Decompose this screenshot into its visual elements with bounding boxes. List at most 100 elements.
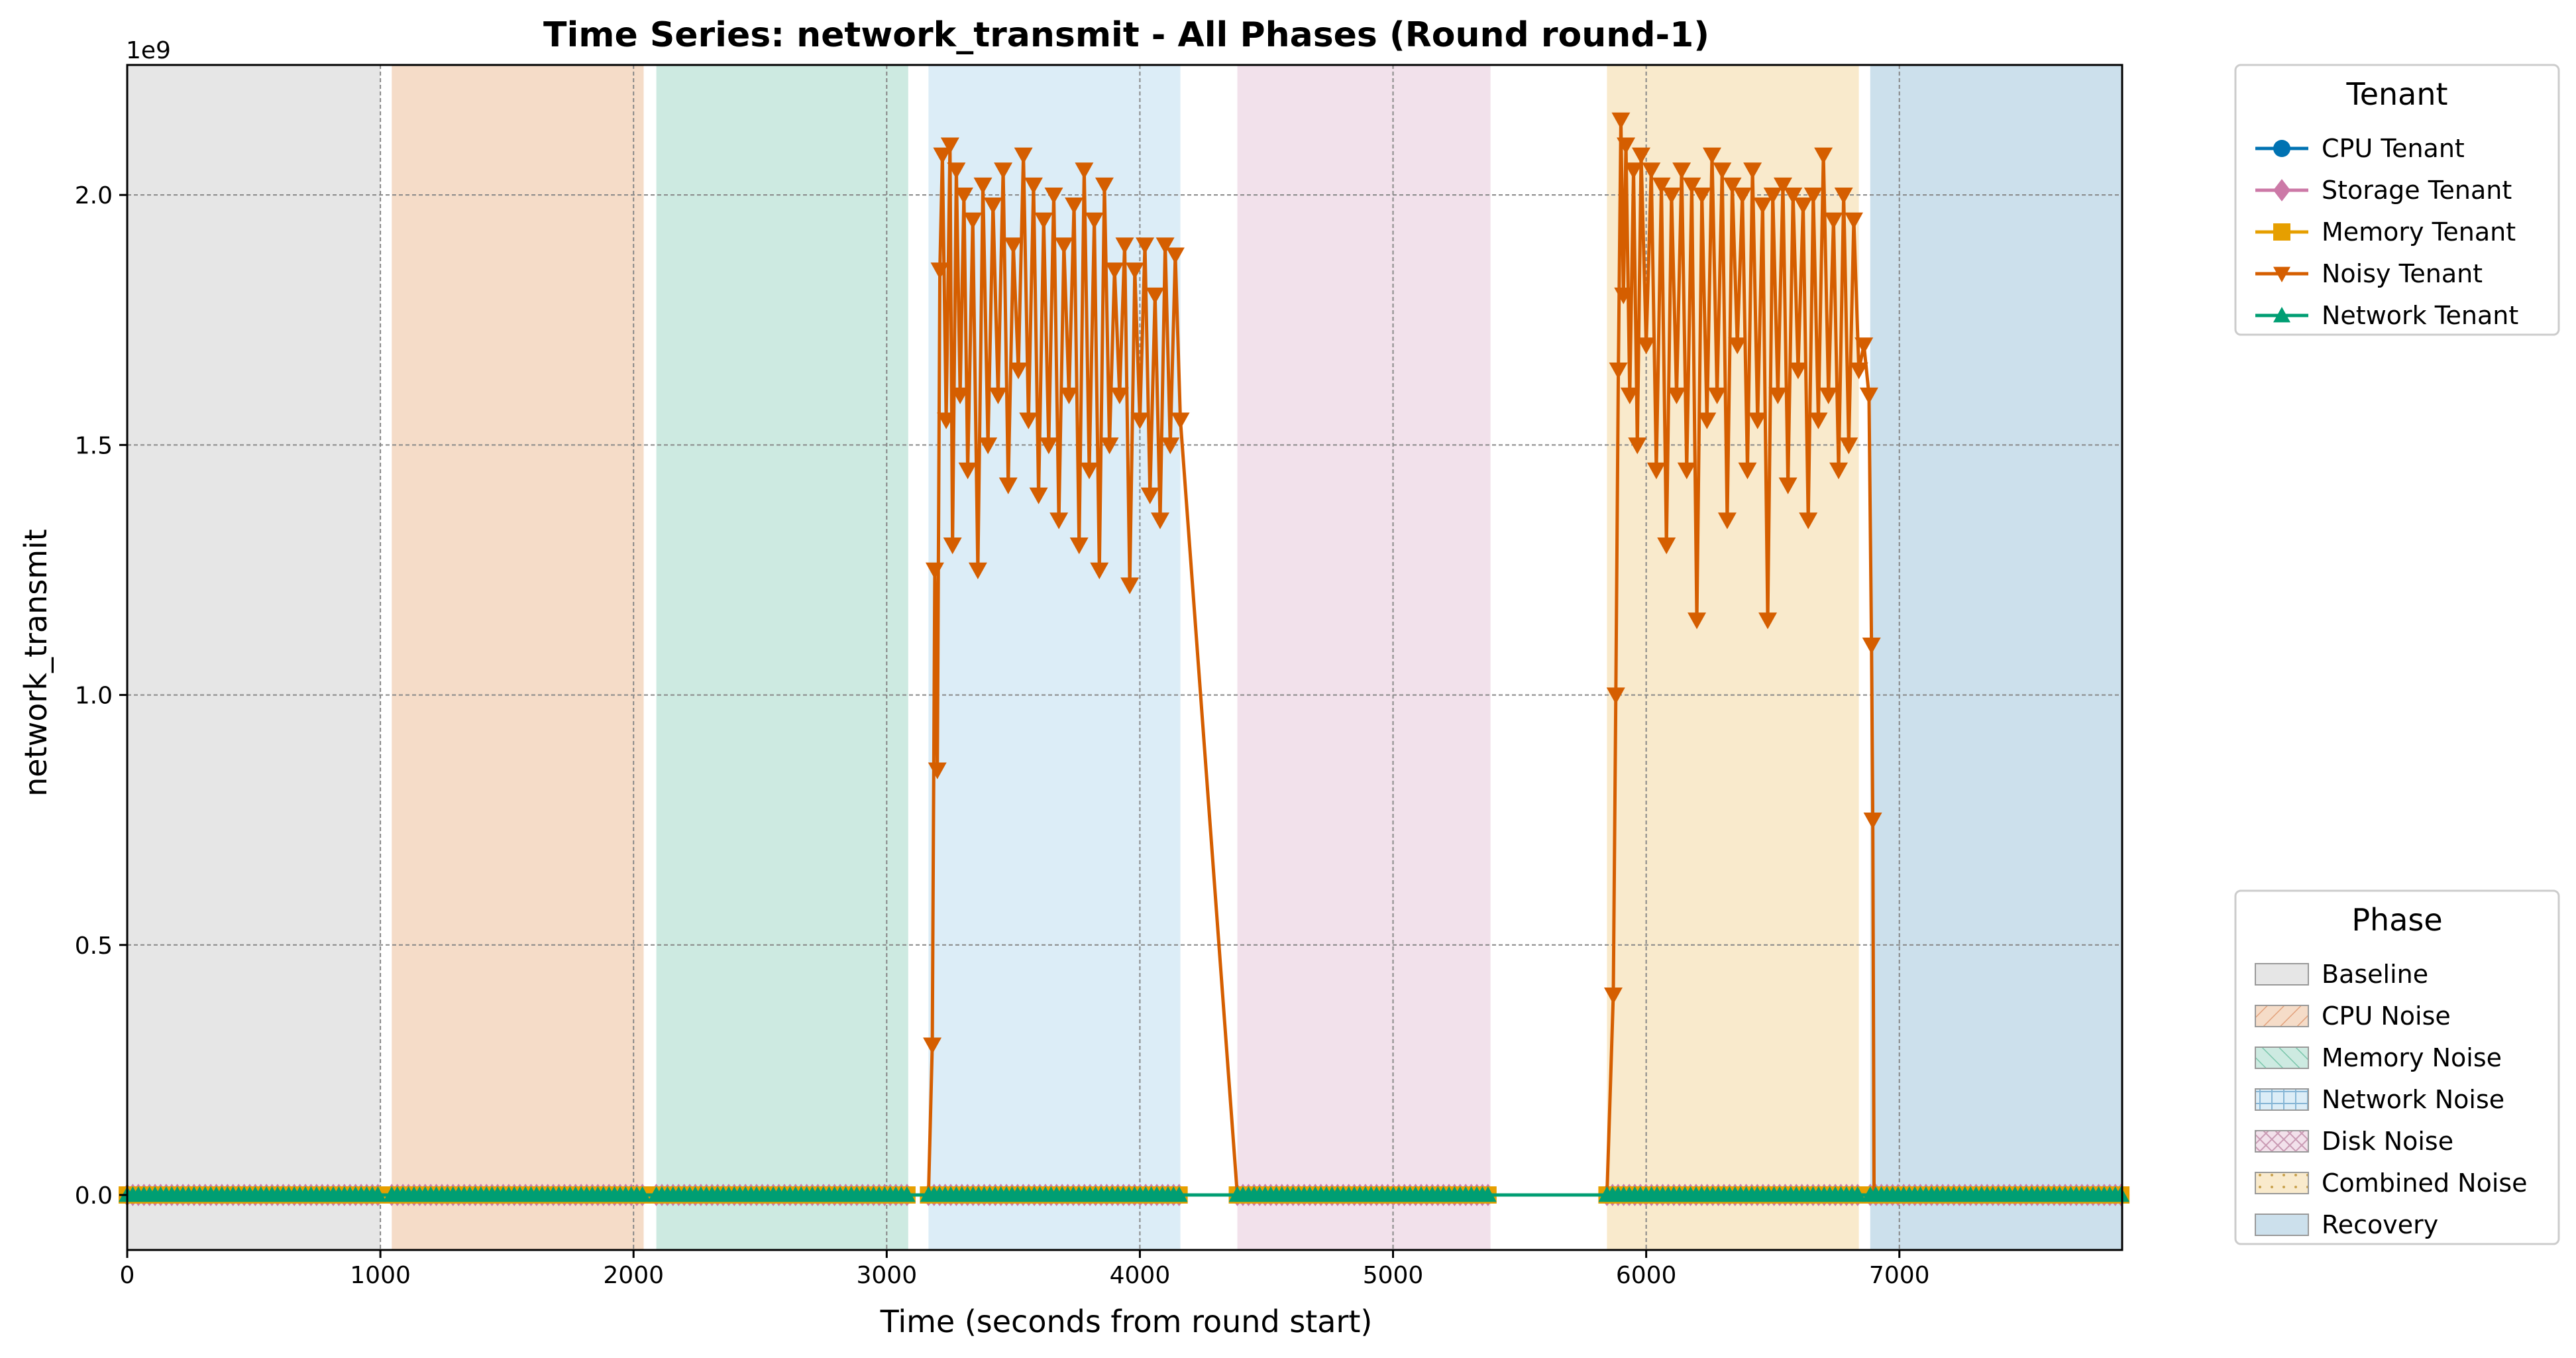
data-point — [1080, 462, 1099, 480]
data-point — [1620, 387, 1639, 404]
data-point — [1753, 198, 1772, 215]
data-point — [1662, 187, 1681, 205]
data-point — [947, 162, 966, 180]
data-point — [1044, 187, 1063, 205]
data-point — [1004, 237, 1023, 255]
data-point — [1146, 287, 1165, 305]
x-tick-label: 7000 — [1869, 1262, 1930, 1289]
data-point — [1614, 287, 1633, 305]
data-point — [1646, 462, 1666, 480]
data-point — [1609, 363, 1628, 380]
legend-label: Baseline — [2322, 960, 2428, 989]
data-point — [1125, 262, 1144, 280]
data-point — [1631, 147, 1650, 164]
data-point — [1748, 412, 1767, 429]
data-point — [1034, 212, 1053, 229]
data-point — [998, 477, 1018, 494]
data-point — [994, 162, 1013, 180]
data-point — [1834, 187, 1853, 205]
legend-phase: Phase Baseline CPU Noise Memory Noise Networ… — [2234, 889, 2560, 1245]
y-tick-label: 1.0 — [75, 683, 113, 710]
legend-swatch — [2255, 1047, 2309, 1069]
data-point — [1150, 512, 1169, 530]
data-point — [1100, 437, 1119, 455]
legend-label: Network Noise — [2322, 1085, 2504, 1114]
series-line-noisy-tenant — [926, 118, 2122, 1197]
data-point — [1829, 462, 1849, 480]
data-point — [1065, 198, 1084, 215]
data-point — [1165, 247, 1185, 264]
data-point — [1863, 812, 1882, 830]
data-point — [1642, 162, 1661, 180]
data-point — [1110, 387, 1129, 404]
data-point — [1090, 562, 1109, 579]
data-point — [1603, 988, 1623, 1005]
data-point — [1024, 177, 1043, 195]
legend-label: Memory Tenant — [2322, 217, 2516, 247]
legend-swatch — [2255, 1088, 2309, 1111]
data-point — [1849, 363, 1868, 380]
data-point — [1824, 212, 1843, 229]
data-point — [954, 187, 973, 205]
data-point — [937, 412, 956, 429]
data-point — [1723, 177, 1742, 195]
data-point — [1120, 577, 1140, 594]
phase-band-baseline — [127, 65, 381, 1250]
data-point — [1672, 162, 1691, 180]
data-point — [1854, 337, 1874, 355]
legend-box — [2234, 64, 2560, 336]
data-point — [1849, 1186, 1866, 1202]
legend-swatch — [2255, 1130, 2309, 1153]
data-point — [1069, 538, 1089, 555]
legend-swatch — [2255, 1214, 2309, 1236]
legend-marker — [2273, 266, 2290, 282]
plot-frame — [126, 64, 2123, 1251]
data-point — [1773, 177, 1792, 195]
data-point — [1628, 437, 1647, 455]
data-point — [933, 147, 952, 164]
legend-swatch — [2255, 1172, 2309, 1194]
data-point — [1606, 687, 1625, 705]
data-point — [1171, 412, 1190, 429]
phase-band-disk-noise — [1237, 65, 1491, 1250]
data-point — [1692, 187, 1711, 205]
legend-box — [2234, 889, 2560, 1245]
data-point — [1713, 162, 1732, 180]
data-point — [1479, 1186, 1497, 1202]
data-point — [1809, 412, 1828, 429]
legend-label: Network Tenant — [2322, 301, 2518, 330]
data-point — [1039, 437, 1058, 455]
data-point — [1799, 512, 1818, 530]
data-point — [1758, 612, 1778, 630]
legend-label: Noisy Tenant — [2322, 259, 2483, 288]
data-point — [940, 137, 959, 154]
data-point — [1130, 412, 1150, 429]
data-point — [898, 1186, 916, 1202]
data-point — [1136, 237, 1155, 255]
data-point — [1140, 487, 1159, 504]
data-point — [1677, 462, 1696, 480]
x-tick-label: 5000 — [1363, 1262, 1424, 1289]
data-point — [1155, 237, 1175, 255]
data-point — [1014, 147, 1033, 164]
data-point — [930, 262, 949, 280]
data-point — [1029, 487, 1048, 504]
data-point — [943, 538, 962, 555]
x-tick-label: 1000 — [350, 1262, 411, 1289]
y-tick-label: 0.0 — [75, 1182, 113, 1210]
data-point — [1702, 147, 1721, 164]
legend-title: Tenant — [2345, 76, 2447, 112]
y-offset-label: 1e9 — [126, 37, 171, 64]
data-point — [1819, 387, 1838, 404]
data-point — [633, 1186, 651, 1202]
data-point — [928, 762, 947, 779]
data-point — [1682, 177, 1701, 195]
data-point — [1085, 212, 1104, 229]
data-point — [1009, 363, 1028, 380]
legend-marker — [2273, 223, 2290, 241]
data-point — [1652, 177, 1671, 195]
data-point — [1707, 387, 1727, 404]
legend-tenant: Tenant CPU Tenant Storage Tenant Memory Ten… — [2234, 64, 2560, 336]
data-point — [1763, 187, 1782, 205]
